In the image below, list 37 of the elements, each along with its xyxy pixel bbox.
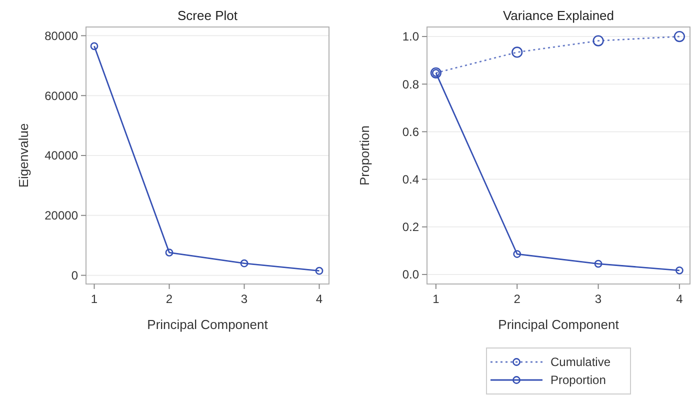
y-axis-title: Proportion bbox=[357, 126, 372, 186]
point bbox=[512, 46, 523, 58]
x-tick-label: 2 bbox=[514, 292, 521, 306]
legend-label: Cumulative bbox=[550, 355, 611, 370]
y-tick-label: 40000 bbox=[44, 148, 78, 163]
y-tick-label: 0.2 bbox=[402, 220, 420, 234]
point bbox=[90, 42, 98, 50]
point bbox=[674, 30, 685, 42]
x-tick-label: 4 bbox=[676, 292, 684, 306]
y-tick-label: 80000 bbox=[44, 28, 78, 43]
point bbox=[165, 248, 174, 256]
x-axis-title: Principal Component bbox=[498, 317, 620, 332]
y-tick-label: 0.6 bbox=[402, 124, 420, 139]
x-axis-title: Principal Component bbox=[147, 317, 268, 332]
chart-title: Variance Explained bbox=[502, 8, 614, 23]
y-tick-label: 0.8 bbox=[402, 77, 420, 92]
y-tick-label: 20000 bbox=[44, 208, 78, 223]
point bbox=[240, 259, 248, 268]
y-tick-label: 0.0 bbox=[402, 268, 420, 282]
x-tick-label: 3 bbox=[240, 292, 248, 306]
y-tick-label: 0 bbox=[71, 268, 78, 283]
x-tick-label: 1 bbox=[90, 292, 98, 306]
y-tick-label: 0.4 bbox=[402, 172, 420, 186]
x-tick-label: 2 bbox=[166, 292, 173, 306]
y-tick-label: 1.0 bbox=[402, 30, 420, 44]
chart-title: Scree Plot bbox=[178, 8, 238, 23]
legend-label: Proportion bbox=[550, 373, 606, 388]
point bbox=[513, 250, 522, 258]
point bbox=[594, 260, 602, 268]
x-tick-label: 1 bbox=[432, 292, 440, 306]
point bbox=[676, 266, 684, 274]
y-axis-title: Eigenvalue bbox=[16, 123, 31, 188]
x-tick-label: 4 bbox=[316, 292, 323, 306]
point bbox=[592, 35, 604, 46]
x-tick-label: 3 bbox=[594, 292, 602, 306]
point bbox=[315, 266, 324, 275]
y-tick-label: 60000 bbox=[44, 88, 78, 103]
